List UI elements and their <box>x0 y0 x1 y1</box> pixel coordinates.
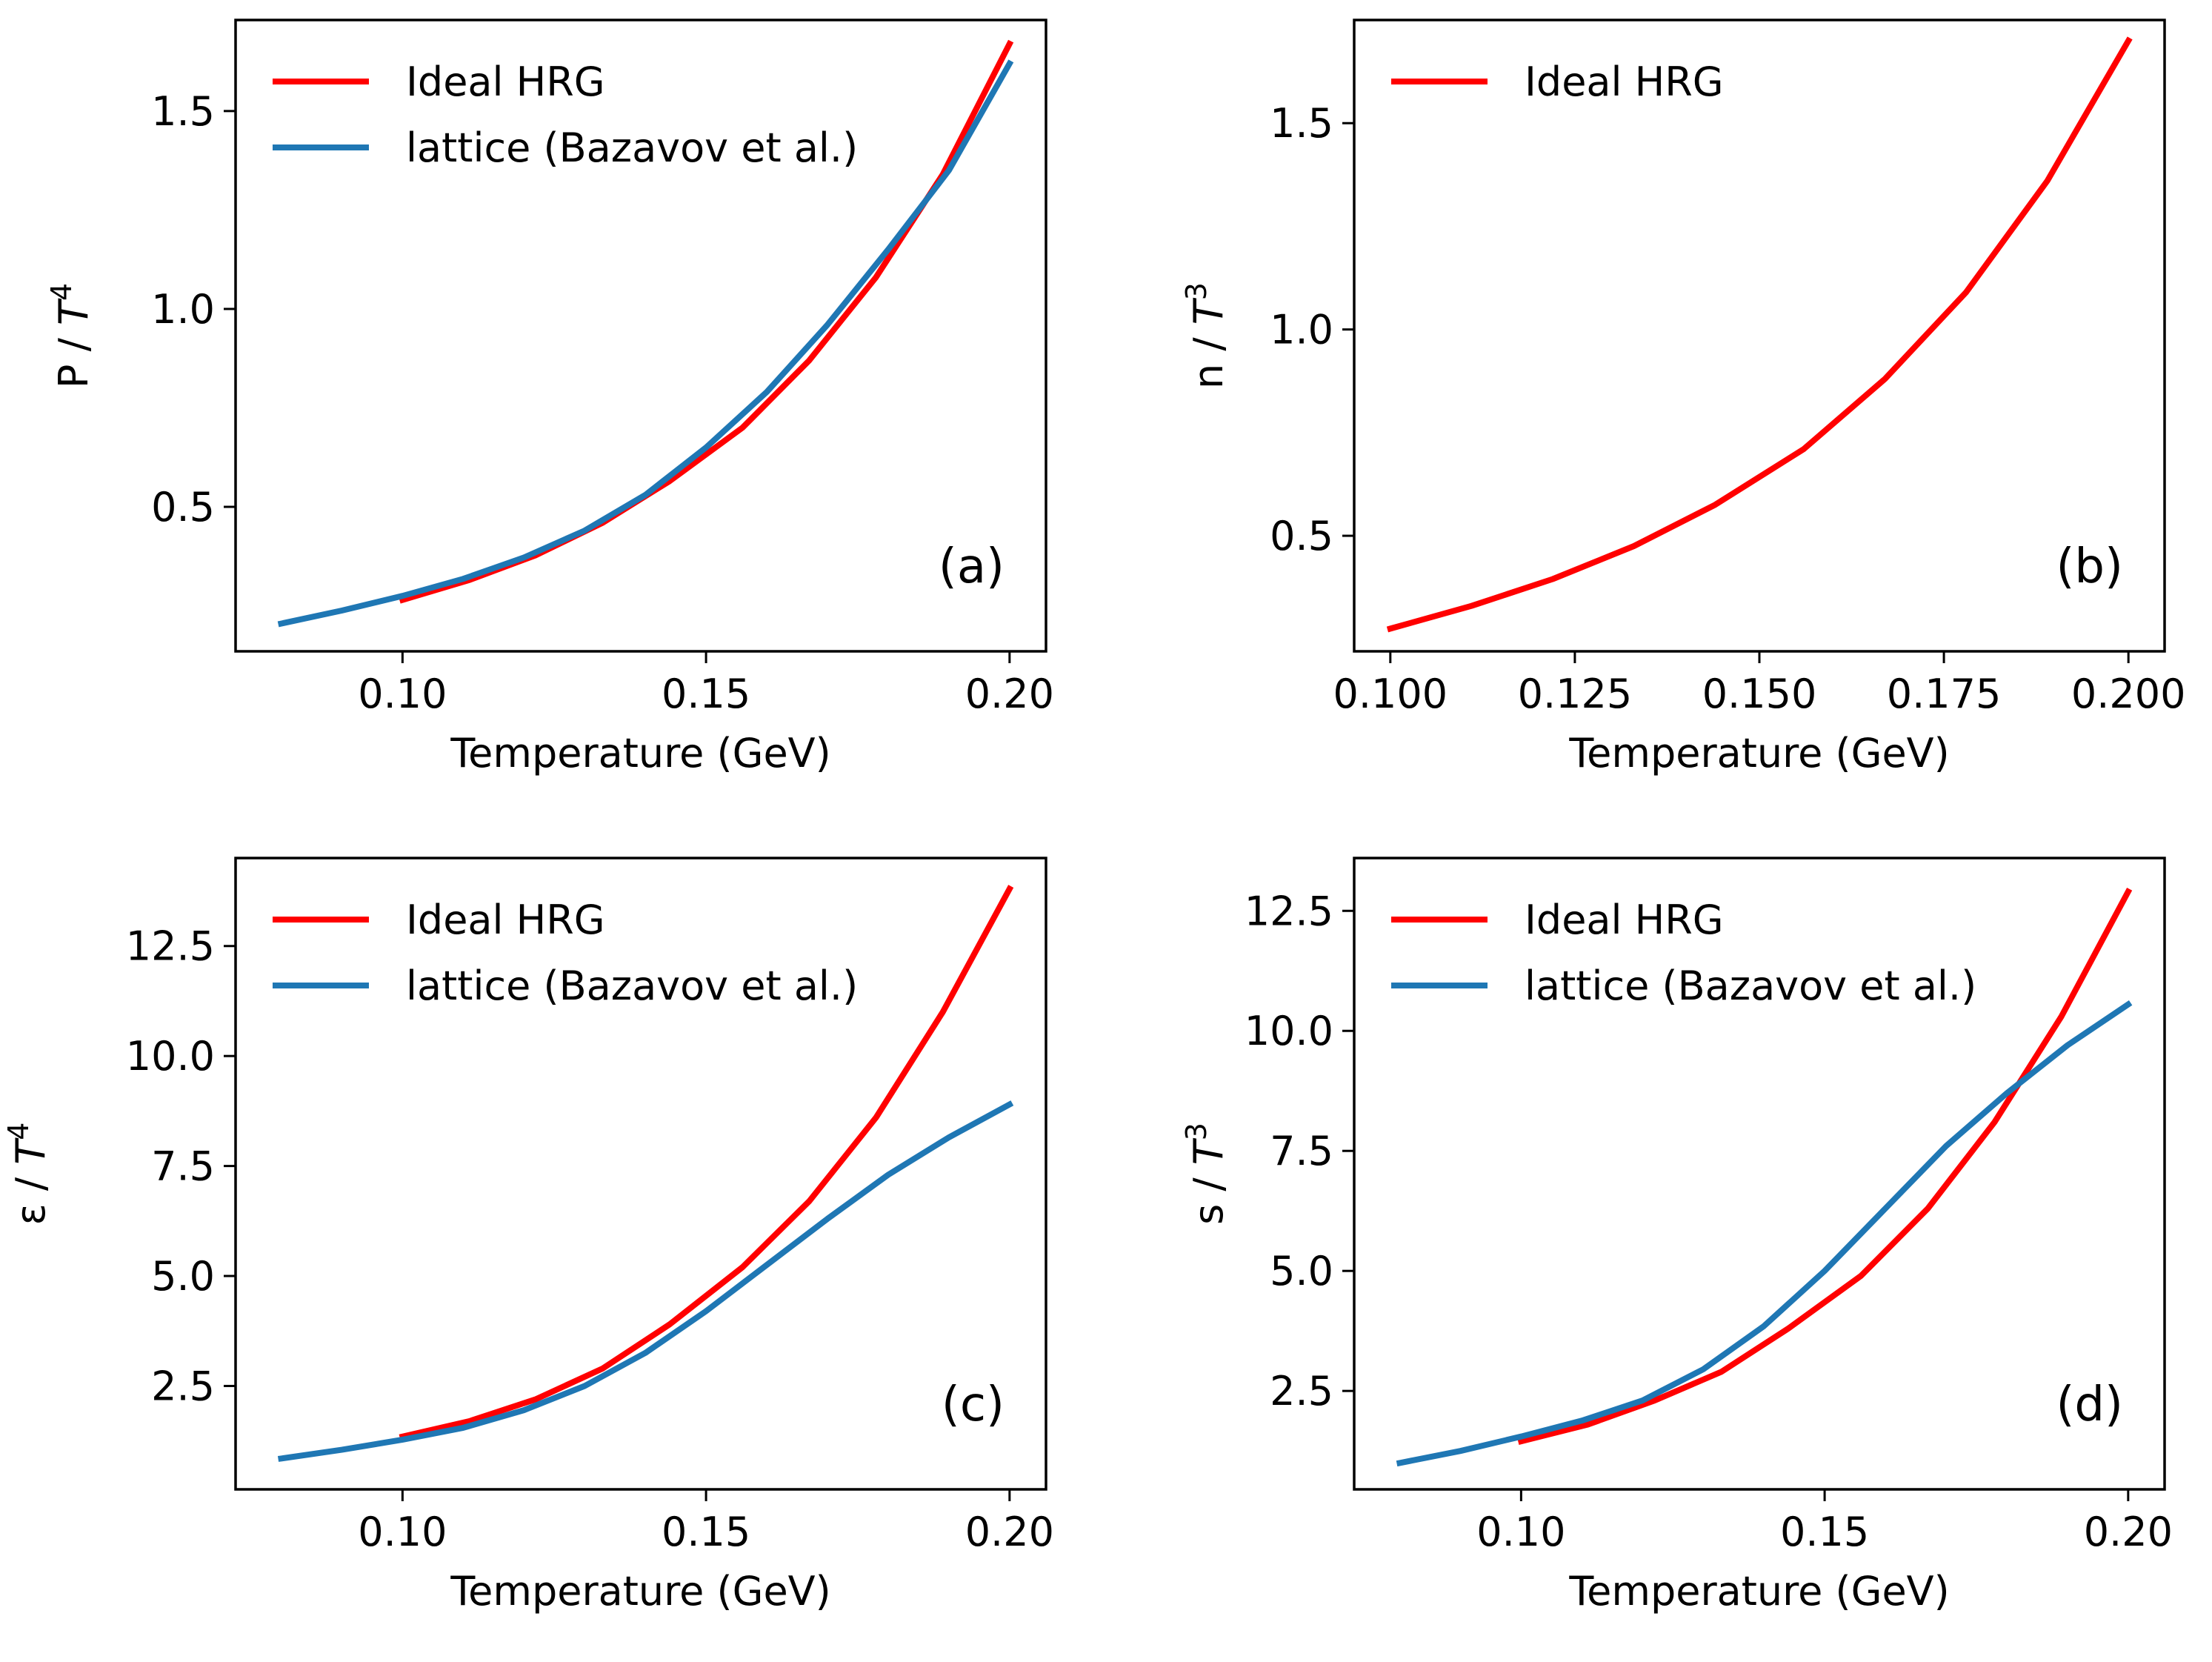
y-tick-label: 10.0 <box>126 1033 215 1080</box>
x-tick-label: 0.200 <box>2071 671 2186 717</box>
y-tick-label: 0.5 <box>151 484 215 531</box>
x-axis-label: Temperature (GeV) <box>1568 730 1949 777</box>
y-axis-label-sup: 4 <box>45 283 78 301</box>
series-line-lattice <box>277 1100 1014 1462</box>
y-axis-label: s / T3 <box>1180 1123 1232 1225</box>
y-axis-label-prefix: ε / <box>7 1165 54 1226</box>
axes-frame <box>1353 857 2166 1491</box>
panel-label: (c) <box>942 1377 1005 1432</box>
panel-label: (a) <box>939 539 1005 594</box>
x-tick-label: 0.10 <box>1476 1509 1565 1555</box>
legend-label: lattice (Bazavov et al.) <box>1525 963 1976 1009</box>
x-tick-label: 0.20 <box>965 671 1054 717</box>
y-tick-label: 12.5 <box>1245 888 1333 934</box>
y-axis-label-prefix: n / <box>1185 325 1232 389</box>
y-axis-label-base: T <box>1185 1137 1232 1165</box>
y-axis-label-sup: 4 <box>2 1123 35 1140</box>
y-axis-label-sup: 3 <box>1180 282 1213 300</box>
y-tick-label: 5.0 <box>151 1253 215 1300</box>
legend-label: Ideal HRG <box>1525 897 1724 943</box>
x-tick-label: 0.15 <box>662 1509 750 1555</box>
chart-panel-b: 0.100 0.125 0.150 0.175 0.200 0.5 1.0 1.5 Temper… <box>1180 19 2186 777</box>
x-tick-label: 0.150 <box>1702 671 1817 717</box>
x-tick-label: 0.20 <box>965 1509 1054 1555</box>
x-axis-label: Temperature (GeV) <box>450 730 830 777</box>
y-tick-label: 2.5 <box>1270 1368 1333 1415</box>
legend-label: lattice (Bazavov et al.) <box>406 963 858 1009</box>
x-tick-label: 0.10 <box>358 1509 447 1555</box>
x-tick-label: 0.100 <box>1333 671 1448 717</box>
legend-label: Ideal HRG <box>406 59 605 105</box>
axes-frame <box>234 19 1047 653</box>
panel-label: (b) <box>2056 539 2123 594</box>
y-tick-label: 5.0 <box>1270 1248 1333 1294</box>
chart-panel-d: 0.10 0.15 0.20 2.5 5.0 7.5 10.0 12.5 Temperature… <box>1180 857 2173 1615</box>
x-tick-label: 0.15 <box>662 671 750 717</box>
y-tick-label: 1.5 <box>1270 100 1333 147</box>
y-axis-label-base: T <box>1185 297 1232 325</box>
y-axis-label-prefix: s / <box>1185 1165 1232 1225</box>
legend-label: Ideal HRG <box>406 897 605 943</box>
x-tick-label: 0.20 <box>2084 1509 2173 1555</box>
y-tick-label: 12.5 <box>126 923 215 970</box>
y-tick-label: 1.0 <box>151 286 215 333</box>
chart-panel-c: 0.10 0.15 0.20 2.5 5.0 7.5 10.0 12.5 Temperature… <box>2 857 1054 1615</box>
series-line-lattice <box>277 59 1014 628</box>
axes-frame <box>234 857 1047 1491</box>
y-tick-label: 2.5 <box>151 1363 215 1409</box>
x-tick-label: 0.175 <box>1887 671 2002 717</box>
y-axis-label: P / T4 <box>45 283 97 388</box>
y-axis-label: ε / T4 <box>2 1123 54 1226</box>
y-tick-label: 1.5 <box>151 88 215 135</box>
y-tick-label: 0.5 <box>1270 513 1333 559</box>
x-axis-label: Temperature (GeV) <box>450 1568 830 1615</box>
panel-label: (d) <box>2056 1377 2123 1432</box>
series-line-ideal-hrg <box>1386 36 2133 633</box>
chart-panel-a: 0.10 0.15 0.20 0.5 1.0 1.5 Temperature (GeV) P … <box>45 19 1054 777</box>
y-axis-label-base: T <box>50 298 97 325</box>
legend-label: lattice (Bazavov et al.) <box>406 124 858 171</box>
y-tick-label: 7.5 <box>151 1143 215 1190</box>
axes-frame <box>1353 19 2166 653</box>
series-line-ideal-hrg <box>1517 887 2133 1446</box>
x-tick-label: 0.15 <box>1780 1509 1869 1555</box>
y-tick-label: 7.5 <box>1270 1128 1333 1174</box>
y-axis-label: n / T3 <box>1180 282 1232 389</box>
y-axis-label-base: T <box>7 1137 54 1165</box>
series-line-ideal-hrg <box>399 885 1014 1440</box>
x-tick-label: 0.10 <box>358 671 447 717</box>
y-tick-label: 1.0 <box>1270 307 1333 353</box>
x-axis-label: Temperature (GeV) <box>1568 1568 1949 1615</box>
y-axis-label-prefix: P / <box>50 325 97 388</box>
y-tick-label: 10.0 <box>1245 1008 1333 1054</box>
legend-label: Ideal HRG <box>1525 59 1724 105</box>
y-axis-label-sup: 3 <box>1180 1123 1213 1140</box>
series-line-lattice <box>1396 1000 2133 1467</box>
x-tick-label: 0.125 <box>1518 671 1633 717</box>
